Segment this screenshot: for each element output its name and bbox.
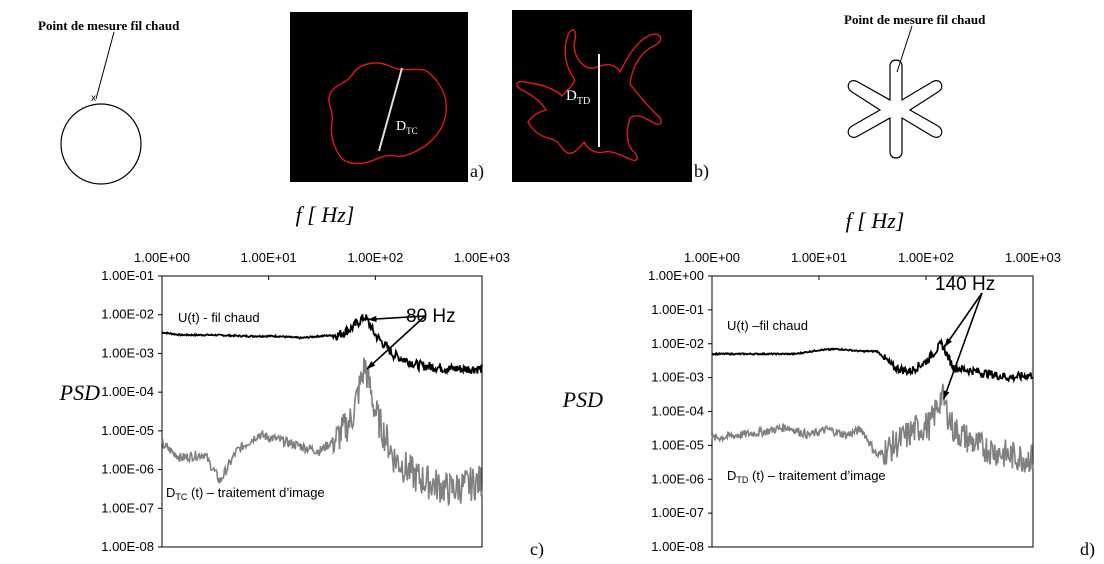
series-label-rest: (t) – traitement d’image [748,468,885,483]
y-tick-label: 1.00E-04 [101,384,154,399]
panel-b-diameter-main: D [566,88,577,104]
y-tick-label: 1.00E-04 [651,404,704,419]
y-tick-label: 1.00E-08 [651,539,704,554]
annotation-arrow [367,315,426,321]
annotation-arrowhead [367,315,377,323]
y-tick-label: 1.00E-02 [101,307,154,322]
y-tick-label: 1.00E-07 [101,500,154,515]
panel-b-diameter-label: DTD [566,88,590,107]
series-line-0 [711,337,1034,384]
x-tick-label: 1.00E+03 [1005,250,1061,265]
annotation-arrow [942,292,983,400]
x-tick-label: 1.00E+01 [241,250,297,265]
measure-point-label-right: Point de mesure fil chaud [844,12,986,27]
y-tick-label: 1.00E-03 [651,370,704,385]
annotation-arrow [943,292,983,348]
x-axis-title: f [ Hz] [846,208,905,233]
x-tick-label: 1.00E+03 [454,250,510,265]
y-tick-label: 1.00E-07 [651,505,704,520]
panel-letter: c) [530,539,544,560]
annotation-arrowhead [366,361,376,370]
panel-b-letter: b) [694,161,709,181]
series-line-1 [161,357,483,507]
series-label-main: D [727,468,736,483]
annotation-arrowhead [943,390,950,400]
panel-a-letter: a) [470,161,484,181]
series-label-sub: TC [175,492,187,502]
panel-b-diameter-sub: TD [576,96,591,107]
x-tick-label: 1.00E+00 [134,250,190,265]
measure-point-label-left: Point de mesure fil chaud [38,18,180,33]
series-label-main: D [166,485,175,500]
y-tick-label: 1.00E-06 [101,462,154,477]
x-tick-label: 1.00E+02 [898,250,954,265]
y-tick-label: 1.00E+00 [648,268,704,283]
annotation-arrowhead [944,338,952,347]
series-line-0 [162,314,483,376]
measure-point-marker: x [91,93,96,104]
y-tick-label: 1.00E-05 [101,423,154,438]
panel-a-diameter-sub: TC [406,125,418,136]
y-axis-title: PSD [59,380,100,405]
panel-letter: d) [1080,539,1095,560]
plot-frame-1 [711,275,1034,548]
series-label-image: DTD (t) – traitement d’image [727,468,886,485]
x-tick-label: 1.00E+01 [791,250,847,265]
panel-a-diameter-label: DTC [396,119,418,136]
plot-frame-0 [161,275,483,548]
x-axis-title: f [ Hz] [296,202,355,227]
series-label-image: DTC (t) – traitement d’image [166,485,325,502]
peak-annotation: 140 Hz [935,274,995,295]
y-tick-label: 1.00E-02 [651,336,704,351]
series-line-1 [711,383,1034,473]
y-tick-label: 1.00E-05 [651,437,704,452]
annotation-arrow [366,315,426,370]
series-label-rest: (t) – traitement d’image [187,485,324,500]
y-tick-label: 1.00E-01 [101,268,154,283]
y-tick-label: 1.00E-06 [651,471,704,486]
series-label-sub: TD [736,475,748,485]
series-label-hotwire: U(t) –fil chaud [727,318,808,333]
panel-a-diameter-main: D [396,119,407,134]
y-tick-label: 1.00E-01 [651,302,704,317]
y-tick-label: 1.00E-03 [101,345,154,360]
x-tick-label: 1.00E+00 [684,250,740,265]
y-axis-title: PSD [562,387,603,412]
y-tick-label: 1.00E-08 [101,539,154,554]
series-label-hotwire: U(t) - fil chaud [178,310,260,325]
x-tick-label: 1.00E+02 [347,250,403,265]
